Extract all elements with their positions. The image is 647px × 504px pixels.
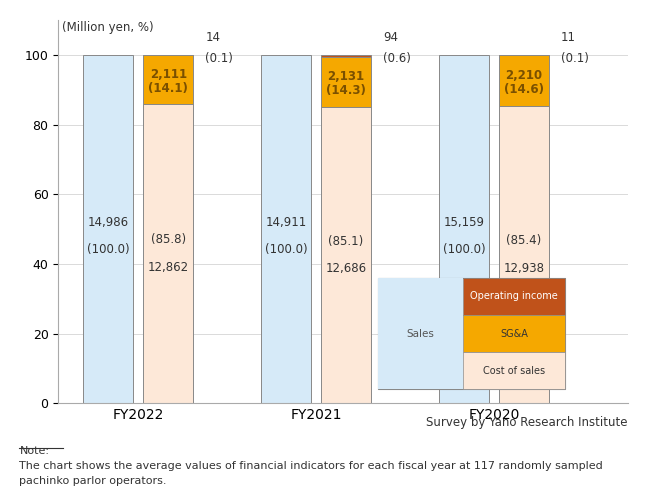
Text: 12,686: 12,686 (325, 263, 367, 276)
Bar (143, 55, 193, 104)
Text: 11: 11 (561, 31, 576, 44)
Text: (85.1): (85.1) (329, 234, 364, 247)
Text: Survey by Yano Research Institute: Survey by Yano Research Institute (426, 416, 628, 429)
Text: (0.1): (0.1) (561, 51, 589, 65)
Text: 14,986: 14,986 (88, 216, 129, 229)
Text: (100.0): (100.0) (87, 243, 129, 257)
Text: (85.4): (85.4) (507, 234, 542, 247)
FancyBboxPatch shape (463, 278, 565, 315)
Bar (83, 55, 133, 403)
Text: 12,938: 12,938 (503, 262, 545, 275)
Text: 2,111: 2,111 (149, 68, 187, 81)
Text: (14.6): (14.6) (504, 83, 544, 96)
Text: Note:: Note: (19, 446, 49, 456)
Bar (143, 104, 193, 403)
Text: (Million yen, %): (Million yen, %) (62, 21, 153, 34)
Text: (0.6): (0.6) (383, 52, 411, 65)
FancyBboxPatch shape (378, 278, 565, 389)
Bar (321, 55, 371, 57)
Bar (499, 106, 549, 403)
Text: 2,210: 2,210 (505, 69, 543, 82)
Text: SG&A: SG&A (500, 329, 528, 339)
Text: pachinko parlor operators.: pachinko parlor operators. (19, 476, 167, 486)
Bar (261, 55, 311, 403)
Text: 14,911: 14,911 (266, 216, 307, 229)
Text: (85.8): (85.8) (151, 233, 186, 246)
Text: (14.1): (14.1) (148, 82, 188, 95)
Text: 15,159: 15,159 (444, 216, 485, 229)
Text: (0.1): (0.1) (205, 52, 233, 65)
Text: Operating income: Operating income (470, 291, 558, 301)
Bar (321, 107, 371, 403)
FancyBboxPatch shape (463, 315, 565, 352)
Text: 2,131: 2,131 (327, 70, 365, 83)
Text: Sales: Sales (406, 329, 435, 339)
Text: (100.0): (100.0) (443, 243, 485, 257)
Bar (439, 55, 489, 403)
FancyBboxPatch shape (378, 278, 463, 389)
Text: (100.0): (100.0) (265, 243, 307, 257)
Text: 12,862: 12,862 (148, 261, 189, 274)
Bar (321, 57, 371, 107)
Text: (14.3): (14.3) (326, 84, 366, 97)
Text: 14: 14 (205, 31, 220, 44)
Text: 94: 94 (383, 31, 398, 44)
Text: Cost of sales: Cost of sales (483, 366, 545, 375)
FancyBboxPatch shape (463, 352, 565, 389)
Text: The chart shows the average values of financial indicators for each fiscal year : The chart shows the average values of fi… (19, 461, 603, 471)
Bar (499, 55, 549, 106)
